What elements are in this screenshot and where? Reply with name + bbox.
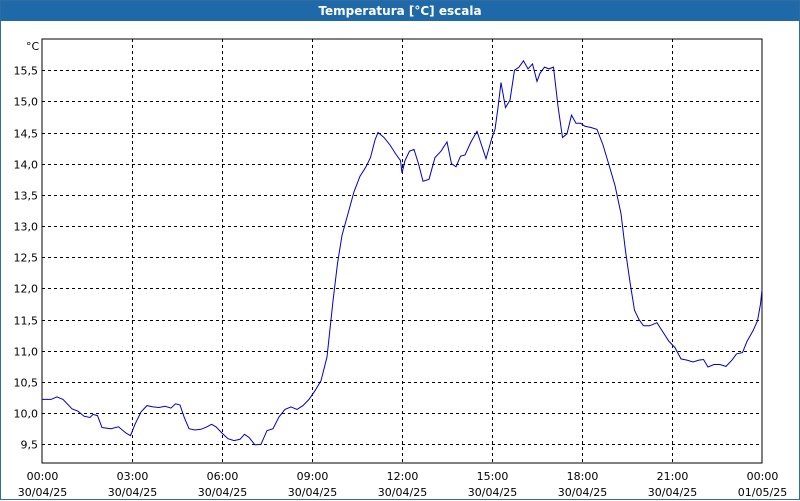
x-tick-time-label: 06:00 xyxy=(207,470,239,483)
x-tick-time-label: 09:00 xyxy=(297,470,329,483)
x-tick-date-label: 30/04/25 xyxy=(648,486,697,499)
y-tick-label: 15,0 xyxy=(14,96,39,109)
x-tick-date-label: 30/04/25 xyxy=(468,486,517,499)
y-tick-label: 12,5 xyxy=(14,252,39,265)
y-tick-label: 13,0 xyxy=(14,221,39,234)
chart-title: Temperatura [°C] escala xyxy=(1,1,799,21)
series-layer xyxy=(42,59,763,446)
y-tick-label: 9,5 xyxy=(21,439,39,452)
y-tick-label: 11,5 xyxy=(14,315,39,328)
x-tick-date-label: 01/05/25 xyxy=(738,486,787,499)
x-tick-time-label: 12:00 xyxy=(387,470,419,483)
y-tick-label: 12,0 xyxy=(14,283,39,296)
y-tick-label: 15,5 xyxy=(14,65,39,78)
x-axis-ticks: 00:00 30/04/25 03:00 30/04/25 06:00 30/04/25 0… xyxy=(18,470,787,499)
x-tick-date-label: 30/04/25 xyxy=(198,486,247,499)
y-tick-label: 13,5 xyxy=(14,190,39,203)
y-tick-label: 14,0 xyxy=(14,159,39,172)
plot-area-frame xyxy=(41,38,763,464)
x-tick-date-label: 30/04/25 xyxy=(378,486,427,499)
x-tick-date-label: 30/04/25 xyxy=(558,486,607,499)
temperature-series-line xyxy=(42,59,763,446)
x-tick-date-label: 30/04/25 xyxy=(288,486,337,499)
x-tick-date-label: 30/04/25 xyxy=(18,486,67,499)
grid-lines xyxy=(42,39,762,463)
y-tick-label: 11,0 xyxy=(14,346,39,359)
y-tick-label: 10,0 xyxy=(14,408,39,421)
x-tick-time-label: 21:00 xyxy=(657,470,689,483)
x-tick-time-label: 00:00 xyxy=(747,470,779,483)
x-tick-time-label: 15:00 xyxy=(477,470,509,483)
y-tick-label: 14,5 xyxy=(14,128,39,141)
x-tick-time-label: 00:00 xyxy=(27,470,59,483)
y-tick-label: 10,5 xyxy=(14,377,39,390)
x-tick-date-label: 30/04/25 xyxy=(108,486,157,499)
x-tick-time-label: 18:00 xyxy=(567,470,599,483)
y-axis-unit-label: °C xyxy=(26,40,40,53)
y-axis-ticks: 9,5 10,0 10,5 11,0 11,5 12,0 12,5 13,0 13,5 14,0 1… xyxy=(14,65,39,452)
x-tick-time-label: 03:00 xyxy=(117,470,149,483)
